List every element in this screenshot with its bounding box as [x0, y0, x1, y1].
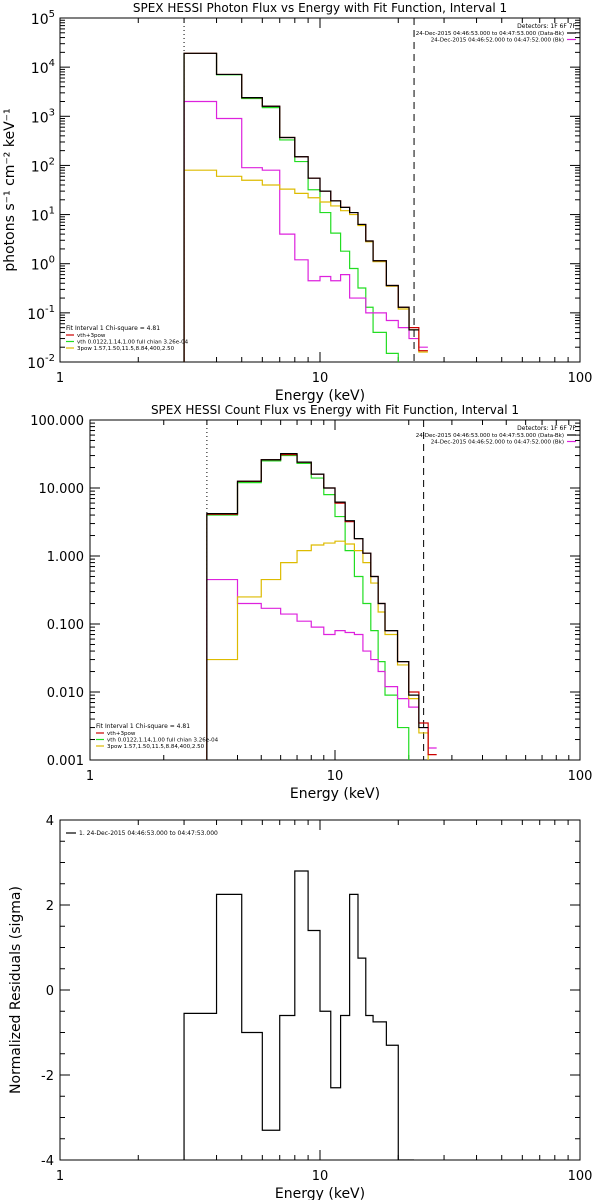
series-background-line: [206, 578, 437, 760]
y-tick-exponent: 3: [49, 107, 55, 118]
x-axis-label: Energy (keV): [275, 1186, 365, 1200]
plot-frame: [89, 419, 581, 761]
legend-label-thermal: vth 0.0122,1.14,1.00 full chian 3.26e-04: [107, 738, 219, 744]
y-tick-label: 1.000: [47, 550, 84, 565]
x-tick-label: 100: [568, 769, 593, 784]
x-tick-label: 10: [327, 769, 344, 784]
y-axis-label: Normalized Residuals (sigma): [8, 886, 24, 1094]
series-group: [183, 870, 415, 1160]
y-tick-label: 101: [31, 206, 55, 225]
legend-label-nonthermal: 3pow 1.57,1.50,11.5,8.84,400,2.50: [77, 346, 175, 352]
time-legend-label-background: 24-Dec-2015 04:46:52.000 to 04:47:52.000…: [431, 440, 564, 446]
y-tick-mantissa: 10: [31, 12, 49, 28]
series-thermal-line: [183, 52, 399, 362]
chart-photon: SPEX HESSI Photon Flux vs Energy with Fi…: [2, 1, 592, 404]
series-group: [183, 52, 428, 362]
y-tick-label: 10-2: [27, 353, 55, 372]
y-tick-label: 2: [46, 899, 54, 914]
y-tick-exponent: 5: [49, 9, 55, 20]
legend-label-model: vth+3pow: [107, 731, 136, 737]
y-tick-label: 102: [31, 156, 55, 175]
chart-title: SPEX HESSI Count Flux vs Energy with Fit…: [151, 403, 519, 417]
y-tick-exponent: 2: [49, 156, 55, 167]
y-tick-label: 0: [46, 984, 54, 999]
legend-label-thermal: vth 0.0122,1.14,1.00 full chian 3.26e-04: [77, 340, 189, 346]
y-tick-label: 104: [31, 58, 55, 77]
y-tick-mantissa: 10: [27, 307, 45, 323]
y-tick-mantissa: 10: [27, 356, 45, 372]
x-tick-label: 100: [568, 1169, 593, 1184]
y-tick-label: 10.000: [39, 482, 85, 497]
time-legend-label-total: 24-Dec-2015 04:46:53.000 to 04:47:53.000…: [416, 31, 564, 37]
x-tick-label: 10: [312, 371, 329, 386]
chart-count: SPEX HESSI Count Flux vs Energy with Fit…: [30, 403, 592, 802]
y-tick-exponent: 4: [49, 58, 55, 69]
x-axis-label: Energy (keV): [290, 786, 380, 802]
legend-label-model: vth+3pow: [77, 333, 106, 339]
y-tick-exponent: -2: [45, 353, 55, 364]
fit-legend-header: Fit Interval 1 Chi-square = 4.81: [96, 723, 190, 730]
series-total-line: [183, 870, 415, 1160]
series-thermal-line: [206, 454, 410, 760]
x-tick-label: 1: [56, 1169, 64, 1184]
y-tick-mantissa: 10: [31, 209, 49, 225]
x-axis-label: Energy (keV): [275, 388, 365, 404]
y-tick-mantissa: 10: [31, 110, 49, 126]
y-tick-label: 100.000: [30, 414, 84, 429]
y-tick-label: -2: [41, 1069, 54, 1084]
y-tick-mantissa: 10: [31, 61, 49, 77]
y-tick-mantissa: 10: [31, 258, 49, 274]
y-tick-label: 0.100: [47, 618, 84, 633]
x-tick-label: 10: [312, 1169, 329, 1184]
y-axis-label: photons s⁻¹ cm⁻² keV⁻¹: [2, 108, 18, 271]
detectors-legend-header: Detectors: 1F 6F 7F: [517, 23, 576, 30]
y-tick-label: 100: [31, 255, 55, 274]
legend-label-total: 1. 24-Dec-2015 04:46:53.000 to 04:47:53.…: [79, 830, 218, 837]
fit-legend-header: Fit Interval 1 Chi-square = 4.81: [66, 325, 160, 332]
x-tick-label: 1: [86, 769, 94, 784]
chart-title: SPEX HESSI Photon Flux vs Energy with Fi…: [133, 1, 507, 15]
y-tick-label: 103: [31, 107, 55, 126]
y-tick-label: 0.001: [47, 754, 84, 769]
y-tick-label: 10-1: [27, 304, 55, 323]
series-total-line: [183, 52, 419, 362]
time-legend-label-background: 24-Dec-2015 04:46:52.000 to 04:47:52.000…: [431, 38, 564, 44]
y-tick-label: 4: [46, 814, 54, 829]
chart-residuals: 1 10 100 Energy (keV) -4 -2 0 2 4 Normalized Resi…: [8, 814, 592, 1200]
series-model-line: [206, 453, 437, 760]
y-tick-label: -4: [41, 1154, 54, 1169]
series-group: [206, 453, 437, 760]
y-tick-label: 0.010: [47, 686, 84, 701]
y-tick-label: 105: [31, 9, 55, 28]
y-tick-exponent: 0: [49, 255, 55, 266]
series-total-line: [206, 453, 429, 760]
series-nonthermal-line: [206, 540, 429, 760]
x-tick-label: 1: [56, 371, 64, 386]
x-tick-label: 100: [568, 371, 593, 386]
detectors-legend-header: Detectors: 1F 6F 7F: [517, 425, 576, 432]
series-background-line: [183, 100, 428, 362]
y-tick-exponent: -1: [45, 304, 55, 315]
y-tick-mantissa: 10: [31, 159, 49, 175]
y-tick-exponent: 1: [49, 206, 55, 217]
series-nonthermal-line: [183, 169, 428, 362]
time-legend-label-total: 24-Dec-2015 04:46:53.000 to 04:47:53.000…: [416, 433, 564, 439]
legend-label-nonthermal: 3pow 1.57,1.50,11.5,8.84,400,2.50: [107, 744, 205, 750]
